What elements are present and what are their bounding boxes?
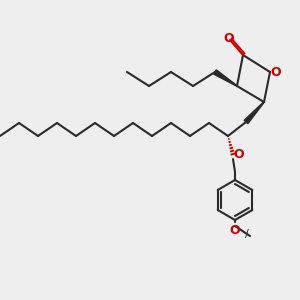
Text: O: O	[234, 148, 244, 161]
Text: O: O	[271, 65, 281, 79]
Text: /: /	[245, 229, 249, 239]
Polygon shape	[244, 102, 264, 124]
Text: O: O	[230, 224, 240, 236]
Text: O: O	[224, 32, 234, 46]
Polygon shape	[214, 70, 237, 86]
